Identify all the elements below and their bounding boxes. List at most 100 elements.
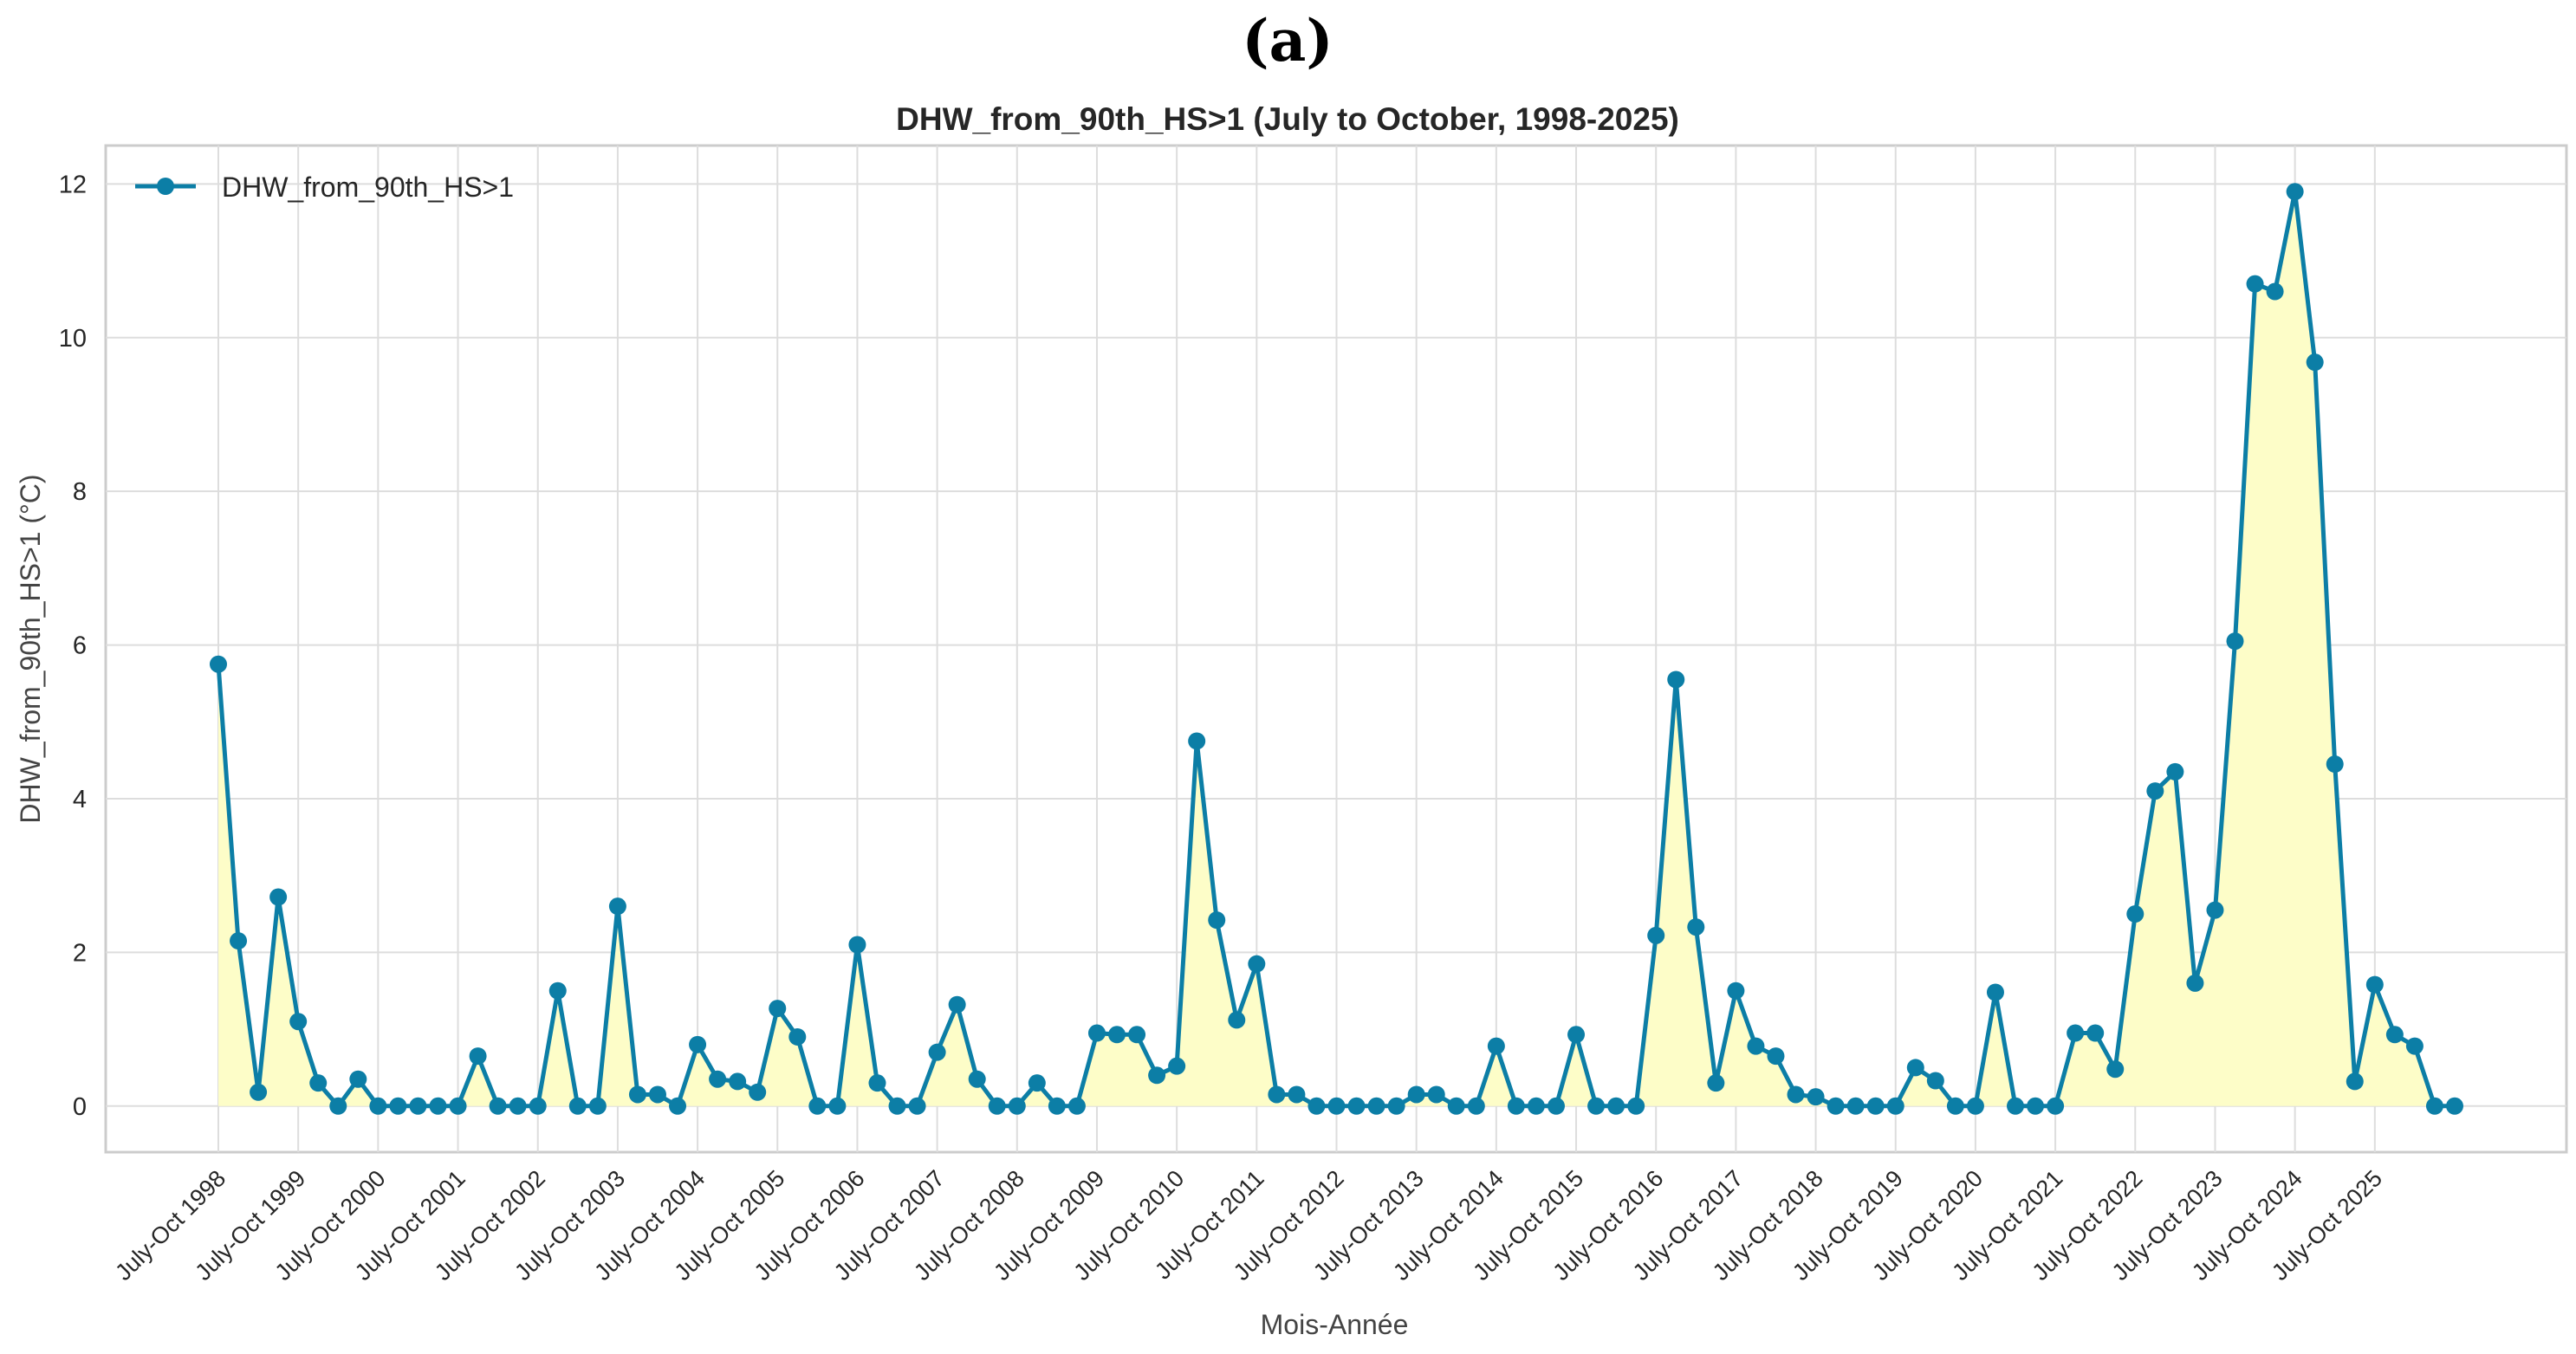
data-point xyxy=(848,936,866,954)
data-point xyxy=(948,995,966,1014)
data-point xyxy=(2146,782,2164,800)
data-point xyxy=(2266,282,2284,301)
data-point xyxy=(1347,1097,1366,1115)
data-point xyxy=(2346,1072,2364,1091)
data-point xyxy=(1248,955,1266,973)
data-point xyxy=(2385,1026,2404,1044)
data-point xyxy=(2405,1037,2424,1055)
data-point xyxy=(2425,1097,2443,1115)
data-point xyxy=(289,1013,308,1031)
data-point xyxy=(868,1074,886,1092)
data-point xyxy=(449,1097,467,1115)
data-point xyxy=(2246,275,2264,293)
data-point xyxy=(1527,1097,1545,1115)
data-point xyxy=(1288,1085,1306,1104)
y-tick-label: 6 xyxy=(73,632,87,660)
data-point xyxy=(1128,1026,1146,1044)
data-point xyxy=(409,1097,427,1115)
data-point xyxy=(2166,762,2184,781)
data-point xyxy=(1946,1097,1964,1115)
data-point xyxy=(709,1070,727,1088)
data-point xyxy=(2027,1097,2045,1115)
data-point xyxy=(928,1043,946,1061)
y-tick-label: 12 xyxy=(59,171,87,198)
data-point xyxy=(828,1097,847,1115)
data-point xyxy=(689,1035,707,1053)
data-point xyxy=(349,1070,367,1088)
series-markers xyxy=(210,183,2463,1115)
y-axis-label: DHW_from_90th_HS>1 (°C) xyxy=(15,474,46,823)
data-point xyxy=(1208,911,1226,930)
data-point xyxy=(250,1083,268,1101)
data-point xyxy=(548,981,567,1000)
data-point xyxy=(2446,1097,2463,1115)
data-point xyxy=(1886,1097,1904,1115)
data-point xyxy=(669,1097,687,1115)
data-point xyxy=(808,1097,827,1115)
data-point xyxy=(429,1097,447,1115)
data-point xyxy=(1228,1011,1246,1029)
plot-area xyxy=(104,144,2568,1154)
y-tick-label: 8 xyxy=(73,478,87,506)
data-point xyxy=(1367,1097,1385,1115)
data-point xyxy=(1607,1097,1625,1115)
data-point xyxy=(1087,1024,1106,1042)
data-point xyxy=(309,1074,328,1092)
data-point xyxy=(588,1097,607,1115)
data-point xyxy=(1687,918,1705,936)
data-point xyxy=(1767,1047,1785,1066)
y-tick-label: 2 xyxy=(73,939,87,967)
data-point xyxy=(1667,671,1685,689)
data-point xyxy=(389,1097,407,1115)
data-point xyxy=(1387,1097,1405,1115)
data-point xyxy=(2126,905,2145,923)
data-point xyxy=(1148,1066,1166,1085)
legend: DHW_from_90th_HS>1 xyxy=(135,172,514,203)
data-point xyxy=(1447,1097,1465,1115)
data-point xyxy=(2086,1024,2105,1042)
data-point xyxy=(749,1083,767,1101)
data-point xyxy=(1727,981,1745,1000)
data-point xyxy=(2106,1060,2125,1079)
data-point xyxy=(788,1027,807,1046)
data-point xyxy=(269,888,288,906)
data-point xyxy=(1487,1037,1505,1055)
data-point xyxy=(608,897,626,916)
chart-title: DHW_from_90th_HS>1 (July to October, 199… xyxy=(896,101,1679,137)
data-point xyxy=(210,655,227,673)
data-point xyxy=(2067,1024,2085,1042)
data-point xyxy=(2226,632,2244,651)
data-point xyxy=(1467,1097,1485,1115)
data-point xyxy=(1827,1097,1845,1115)
data-point xyxy=(1787,1085,1805,1104)
data-point xyxy=(1188,732,1206,750)
data-point xyxy=(1067,1097,1086,1115)
data-point xyxy=(648,1085,666,1104)
data-point xyxy=(469,1047,487,1066)
data-point xyxy=(1647,926,1665,944)
data-point xyxy=(888,1097,906,1115)
data-point xyxy=(1866,1097,1885,1115)
data-point xyxy=(1747,1037,1765,1055)
data-point xyxy=(1926,1072,1944,1090)
data-point xyxy=(988,1097,1006,1115)
data-point xyxy=(628,1085,646,1104)
data-point xyxy=(1048,1097,1066,1115)
data-point xyxy=(2007,1097,2025,1115)
x-axis-label: Mois-Année xyxy=(1261,1309,1409,1340)
data-point xyxy=(968,1070,986,1088)
data-point xyxy=(509,1097,527,1115)
y-tick-label: 0 xyxy=(73,1093,87,1121)
data-point xyxy=(568,1097,587,1115)
y-tick-label: 10 xyxy=(59,325,87,353)
data-point xyxy=(1168,1057,1186,1075)
y-axis: 0 2 4 6 8 10 12 xyxy=(59,171,87,1120)
data-point xyxy=(1427,1085,1445,1104)
data-point xyxy=(1268,1085,1286,1104)
data-point xyxy=(908,1097,926,1115)
data-point xyxy=(1307,1097,1326,1115)
y-tick-label: 4 xyxy=(73,786,87,813)
data-point xyxy=(1567,1026,1586,1044)
data-point xyxy=(1707,1074,1725,1092)
